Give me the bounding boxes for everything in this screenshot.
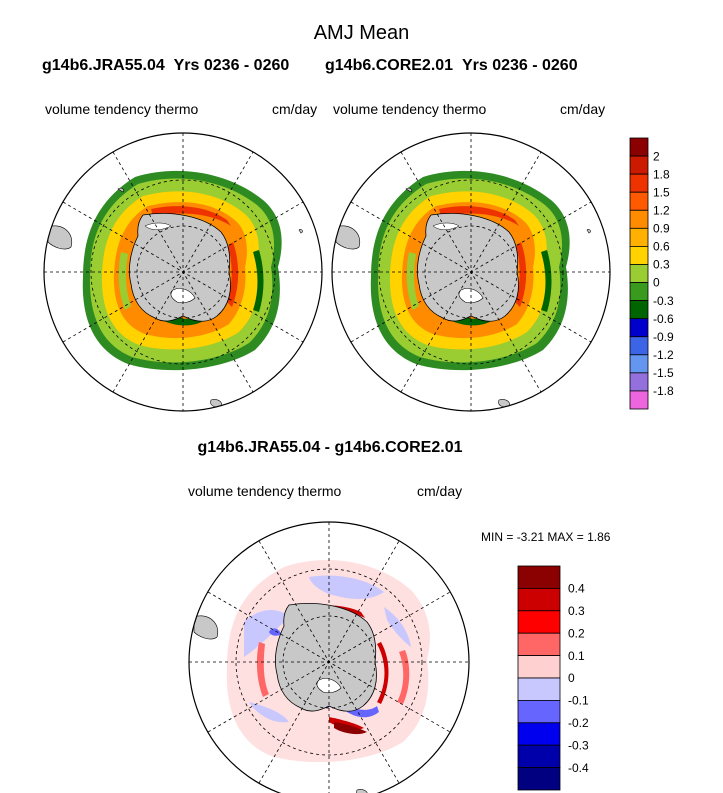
colorbar-swatch xyxy=(517,588,561,612)
diff-map xyxy=(188,521,470,793)
colorbar-swatch xyxy=(629,318,649,338)
colorbar-swatch xyxy=(629,209,649,229)
colorbar-tick-label: -0.4 xyxy=(568,761,589,775)
colorbar-tick-label: -1.2 xyxy=(653,348,674,362)
panel-1-years: Yrs 0236 - 0260 xyxy=(173,57,290,74)
colorbar-tick-label: 1.8 xyxy=(653,167,670,181)
colorbar-tick-label: 1.5 xyxy=(653,185,670,199)
colorbar-swatch xyxy=(517,677,561,701)
colorbar-tick-label: -0.3 xyxy=(653,294,674,308)
colorbar-tick-label: 0 xyxy=(653,276,660,290)
colorbar-swatch xyxy=(629,336,649,356)
panel-2-years: Yrs 0236 - 0260 xyxy=(461,57,578,74)
colorbar-swatch xyxy=(629,282,649,301)
diff-units: cm/day xyxy=(417,483,463,499)
diff-title: g14b6.JRA55.04 - g14b6.CORE2.01 xyxy=(197,439,463,456)
colorbar-tick-label: -1.8 xyxy=(653,384,674,398)
colorbar-tick-label: -0.9 xyxy=(653,330,674,344)
colorbar-swatch xyxy=(629,191,649,211)
panel-1-units: cm/day xyxy=(272,101,318,117)
colorbar-swatch xyxy=(517,632,561,657)
colorbar-tick-label: 2 xyxy=(653,149,660,163)
colorbar-tick-label: -1.5 xyxy=(653,366,674,380)
panel-2-variable: volume tendency thermo xyxy=(333,101,487,117)
colorbar-tick-label: -0.3 xyxy=(568,738,589,752)
panel-1-header: g14b6.JRA55.04 Yrs 0236 - 0260 xyxy=(42,57,289,75)
panel-2-header: g14b6.CORE2.01 Yrs 0236 - 0260 xyxy=(325,57,578,75)
colorbar-tick-label: 0.4 xyxy=(568,582,585,596)
colorbar-swatch xyxy=(517,610,561,634)
colorbar-swatch xyxy=(517,722,561,746)
colorbar-swatch xyxy=(517,700,561,724)
max-value: 1.86 xyxy=(587,530,611,544)
colorbar-swatch xyxy=(629,155,649,175)
colorbar-tick-label: 0.6 xyxy=(653,240,670,254)
colorbar-tick-label: 0.9 xyxy=(653,222,670,236)
colorbar-swatch xyxy=(629,245,649,265)
main-title: AMJ Mean xyxy=(313,22,410,44)
colorbar-swatch xyxy=(629,372,649,392)
colorbar-swatch xyxy=(629,264,649,283)
min-label: MIN = xyxy=(481,530,514,544)
colorbar-tick-label: -0.2 xyxy=(568,716,589,730)
colorbar-swatch xyxy=(629,137,649,157)
diff-variable: volume tendency thermo xyxy=(188,483,342,499)
colorbar-tick-label: 0 xyxy=(568,671,575,685)
colorbar-tick-label: 1.2 xyxy=(653,203,670,217)
colorbar-swatch xyxy=(629,354,649,374)
max-label: MAX = xyxy=(547,530,584,544)
panel-1-map xyxy=(43,132,323,412)
panel-2-case: g14b6.CORE2.01 xyxy=(325,57,454,74)
colorbar-tick-label: 0.3 xyxy=(568,604,585,618)
colorbar-swatch xyxy=(517,744,561,769)
colorbar-swatch xyxy=(517,655,561,679)
colorbar-tick-label: -0.1 xyxy=(568,694,589,708)
colorbar-main: 2 1.8 1.5 1.2 0.9 0.6 0.3 0 -0.3 -0.6 -0.9 -1.2 -1.5… xyxy=(629,137,674,410)
colorbar-swatch xyxy=(629,227,649,247)
colorbar-tick-label: 0.3 xyxy=(653,258,670,272)
min-value: -3.21 xyxy=(516,530,545,544)
colorbar-diff: 0.4 0.3 0.2 0.1 0 -0.1 -0.2 -0.3 -0.4 xyxy=(517,565,589,791)
panel-2-map xyxy=(331,132,611,412)
colorbar-swatch xyxy=(517,565,561,589)
colorbar-swatch xyxy=(517,767,561,791)
colorbar-swatch xyxy=(629,173,649,193)
colorbar-tick-label: 0.1 xyxy=(568,649,585,663)
panel-1-case: g14b6.JRA55.04 xyxy=(42,57,165,74)
colorbar-swatch xyxy=(629,300,649,320)
diff-minmax: MIN = -3.21 MAX = 1.86 xyxy=(481,530,610,544)
panel-1-variable: volume tendency thermo xyxy=(45,101,199,117)
colorbar-tick-label: -0.6 xyxy=(653,312,674,326)
colorbar-tick-label: 0.2 xyxy=(568,626,585,640)
colorbar-swatch xyxy=(629,390,649,410)
panel-2-units: cm/day xyxy=(560,101,606,117)
